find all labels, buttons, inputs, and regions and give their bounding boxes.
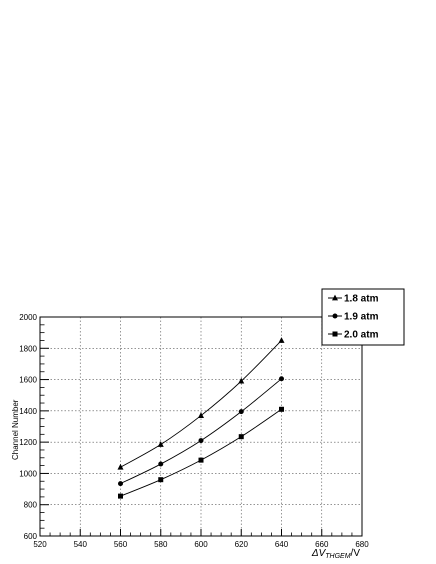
grid-lines (40, 317, 362, 536)
y-tick-label: 1400 (19, 407, 37, 416)
y-tick-label: 800 (24, 501, 38, 510)
data-point-series-2 (279, 376, 284, 382)
data-point-series-1 (238, 377, 245, 384)
y-tick-label: 2000 (19, 313, 37, 322)
legend-marker (332, 294, 338, 301)
y-axis-title: Channel Number (11, 399, 20, 460)
x-tick-label: 680 (355, 540, 369, 549)
data-point-series-3 (279, 406, 284, 412)
x-tick-label: 640 (275, 540, 289, 549)
data-point-series-3 (118, 493, 123, 499)
x-tick-label: 660 (315, 540, 329, 549)
legend-label: 2.0 atm (344, 330, 379, 341)
tick-labels: 520 540 560 580 600 620 640 660 680 600 800 1000 120… (19, 313, 369, 549)
data-point-series-1 (157, 441, 164, 447)
y-tick-label: 1000 (19, 469, 37, 478)
y-tick-label: 1200 (19, 438, 37, 447)
x-axis-title-subscript: THGEM (325, 553, 350, 560)
x-tick-label: 520 (33, 540, 47, 549)
y-tick-label: 1800 (19, 344, 37, 353)
x-tick-label: 600 (194, 540, 208, 549)
data-point-series-1 (278, 337, 285, 343)
axis-ticks (39, 316, 363, 537)
data-point-series-2 (198, 438, 204, 444)
x-tick-label: 620 (235, 540, 249, 549)
legend-entries: 1.8 atm 1.9 atm 2.0 atm (328, 294, 379, 341)
data-point-series-3 (158, 477, 164, 483)
data-point-series-2 (158, 461, 164, 467)
legend-marker (332, 313, 338, 319)
data-point-series-1 (198, 412, 204, 418)
x-axis-title: ΔVTHGEM/V (311, 548, 360, 560)
x-axis-title-main: ΔV (311, 548, 327, 559)
y-tick-label: 600 (24, 532, 38, 541)
data-point-series-1 (117, 463, 124, 470)
legend: 1.8 atm 1.9 atm 2.0 atm (321, 288, 405, 346)
legend-label: 1.9 atm (344, 312, 379, 323)
data-markers (117, 337, 285, 499)
y-tick-label: 1600 (19, 376, 37, 385)
x-tick-label: 540 (74, 540, 88, 549)
legend-label: 1.8 atm (344, 294, 379, 305)
x-axis-title-unit: /V (351, 548, 361, 559)
data-point-series-2 (118, 481, 123, 487)
x-tick-label: 560 (114, 540, 128, 549)
data-point-series-3 (238, 434, 244, 440)
data-point-series-3 (198, 457, 204, 463)
x-tick-label: 580 (154, 540, 168, 549)
data-point-series-2 (238, 409, 244, 415)
legend-marker (332, 331, 338, 337)
